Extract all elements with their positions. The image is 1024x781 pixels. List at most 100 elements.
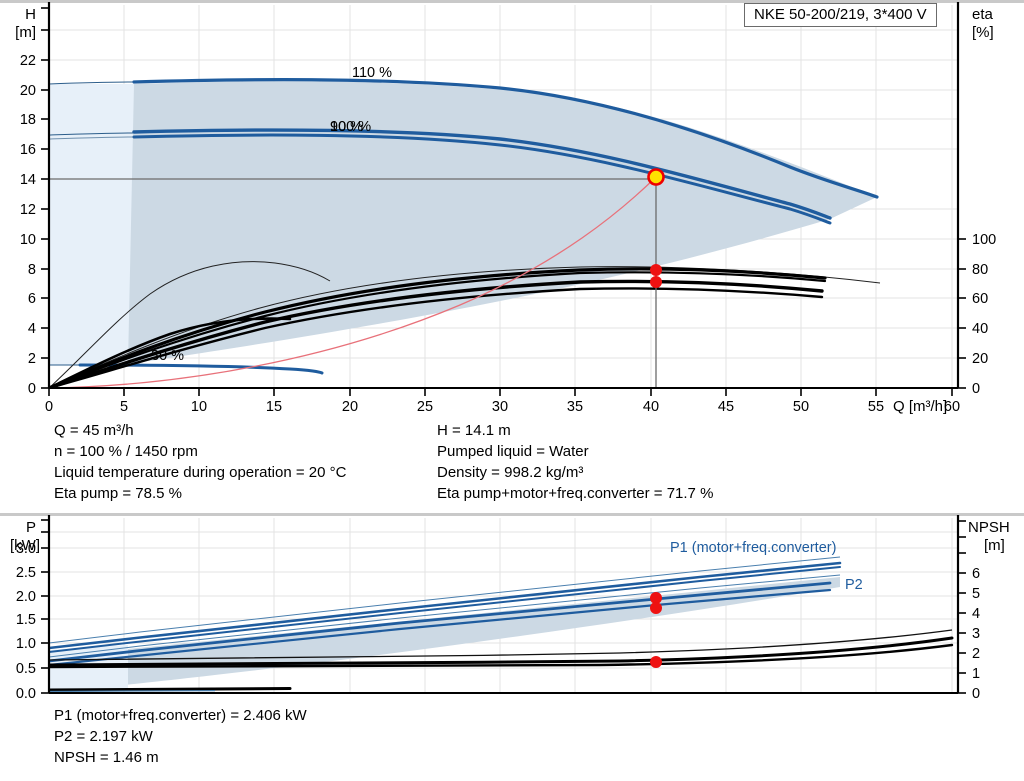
power-chart-svg: 0.0 0.5 1.0 1.5 2.0 2.5 3.0 P [kW] <box>10 515 1010 702</box>
x-tick-55: 55 <box>868 399 884 415</box>
power-curve-p2 <box>49 581 832 663</box>
npsh-duty-marker <box>650 656 662 668</box>
y-tick-6: 6 <box>28 291 36 307</box>
curve-label-90: 90 % <box>330 119 363 135</box>
eta-axis-title-line1: eta <box>972 6 994 23</box>
x-tick-45: 45 <box>718 399 734 415</box>
low-flow-region <box>49 84 134 365</box>
operating-envelope <box>128 81 877 365</box>
y-tick-22: 22 <box>20 53 36 69</box>
info-p1: P1 (motor+freq.converter) = 2.406 kW <box>54 707 307 724</box>
x-tick-20: 20 <box>342 399 358 415</box>
y-tick-2: 2 <box>28 351 36 367</box>
p-tick-2_0: 2.0 <box>16 589 36 605</box>
p-axis-title-line1: P <box>26 519 36 536</box>
head-curve-100 <box>132 128 832 220</box>
info-liquid: Pumped liquid = Water <box>437 443 589 460</box>
curve-label-110: 110 % <box>352 65 392 81</box>
efficiency-duty-marker-pump <box>650 264 662 276</box>
info-head: H = 14.1 m <box>437 422 511 439</box>
x-tick-25: 25 <box>417 399 433 415</box>
info-speed: n = 100 % / 1450 rpm <box>54 443 198 460</box>
p-tick-0: 0.0 <box>16 686 36 702</box>
middle-divider <box>0 513 1024 516</box>
duty-info-left: Q = 45 m³/h n = 100 % / 1450 rpm Liquid … <box>54 420 346 504</box>
npsh-tick-4: 4 <box>972 606 980 622</box>
head-curve-90-thin <box>49 136 135 140</box>
y-axis-title-line1: H <box>25 6 36 23</box>
head-curve-90 <box>132 133 832 225</box>
power-curve-p1-110-thin <box>49 556 841 644</box>
power-low-flow-region <box>49 645 128 692</box>
pump-model-title: NKE 50-200/219, 3*400 V <box>744 3 937 27</box>
x-tick-30: 30 <box>492 399 508 415</box>
npsh-axis-title-line1: NPSH <box>968 519 1010 536</box>
p-tick-1_5: 1.5 <box>16 612 36 628</box>
y-tick-0: 0 <box>28 381 36 397</box>
power-info: P1 (motor+freq.converter) = 2.406 kW P2 … <box>54 705 307 768</box>
npsh-tick-0: 0 <box>972 686 980 702</box>
eta-axis-title-line2: [%] <box>972 24 994 41</box>
info-eta-pump: Eta pump = 78.5 % <box>54 485 182 502</box>
npsh-tick-3: 3 <box>972 626 980 642</box>
x-tick-40: 40 <box>643 399 659 415</box>
power-curve-label-p2: P2 <box>845 577 863 593</box>
eta-tick-0: 0 <box>972 381 980 397</box>
npsh-axis-title-line2: [m] <box>984 537 1005 554</box>
power-curve-p1 <box>49 561 842 650</box>
x-tick-0: 0 <box>45 399 53 415</box>
duty-info-right: H = 14.1 m Pumped liquid = Water Density… <box>437 420 713 504</box>
p-tick-1_0: 1.0 <box>16 636 36 652</box>
eta-tick-40: 40 <box>972 321 988 337</box>
npsh-curve-2 <box>49 643 954 669</box>
y-tick-16: 16 <box>20 142 36 158</box>
npsh-curve <box>49 636 954 667</box>
power-npsh-chart: 0.0 0.5 1.0 1.5 2.0 2.5 3.0 P [kW] <box>0 515 1024 705</box>
head-chart-svg: 0 2 4 6 8 10 12 14 16 18 20 22 H [m] <box>15 2 996 415</box>
top-divider <box>0 0 1024 3</box>
eta-tick-100: 100 <box>972 232 996 248</box>
info-flow: Q = 45 m³/h <box>54 422 134 439</box>
npsh-tick-1: 1 <box>972 666 980 682</box>
power-horizontal-gridlines <box>49 531 958 669</box>
npsh-tick-2: 2 <box>972 646 980 662</box>
p-tick-3_0: 3.0 <box>16 541 36 557</box>
info-density: Density = 998.2 kg/m³ <box>437 464 584 481</box>
x-tick-15: 15 <box>266 399 282 415</box>
head-curve-100-thin <box>49 132 135 136</box>
info-temperature: Liquid temperature during operation = 20… <box>54 464 347 481</box>
x-axis-ticks <box>48 388 953 396</box>
curve-label-30: 30 % <box>151 348 184 364</box>
p-tick-0_5: 0.5 <box>16 661 36 677</box>
info-eta-total: Eta pump+motor+freq.converter = 71.7 % <box>437 485 714 502</box>
left-axis-ticks <box>41 7 49 389</box>
x-tick-5: 5 <box>120 399 128 415</box>
y-axis-title-line2: [m] <box>15 24 36 41</box>
y-tick-12: 12 <box>20 202 36 218</box>
efficiency-curve-total <box>49 279 824 388</box>
curve-label-100: 100 % <box>330 119 371 135</box>
x-tick-35: 35 <box>567 399 583 415</box>
power-curve-p1-lower <box>49 566 841 653</box>
eta-tick-20: 20 <box>972 351 988 367</box>
head-efficiency-chart: 0 2 4 6 8 10 12 14 16 18 20 22 H [m] <box>15 2 996 415</box>
power-curve-label-p1: P1 (motor+freq.converter) <box>670 540 836 556</box>
head-curve-110-thin <box>49 81 135 85</box>
efficiency-duty-marker-total <box>650 276 662 288</box>
power-curve-p2-thin <box>49 574 841 658</box>
y-tick-10: 10 <box>20 232 36 248</box>
eta-tick-80: 80 <box>972 262 988 278</box>
info-npsh: NPSH = 1.46 m <box>54 749 159 766</box>
x-tick-10: 10 <box>191 399 207 415</box>
npsh-curve-upper-thin <box>49 629 953 661</box>
power-curve-30 <box>49 687 292 692</box>
npsh-right-ticks <box>958 520 966 694</box>
npsh-tick-6: 6 <box>972 566 980 582</box>
p-axis-title-line2: [kW] <box>10 537 40 554</box>
efficiency-curve-total-2 <box>49 287 824 388</box>
npsh-tick-5: 5 <box>972 586 980 602</box>
head-curve-110 <box>132 78 879 199</box>
y-tick-4: 4 <box>28 321 36 337</box>
efficiency-curve-pump-2 <box>49 271 827 388</box>
